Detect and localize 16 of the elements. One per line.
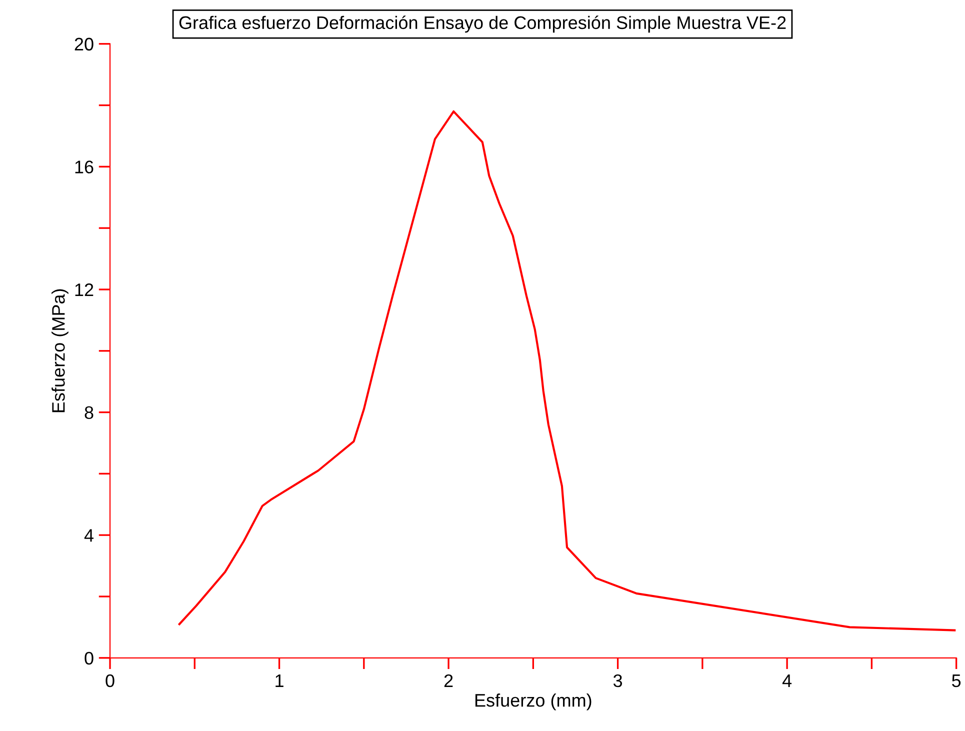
x-axis-title: Esfuerzo (mm) — [475, 693, 592, 710]
y-tick-label: 12 — [75, 283, 94, 296]
x-tick-label: 0 — [106, 674, 114, 688]
y-axis-title: Esfuerzo (MPa) — [52, 289, 68, 412]
x-tick-label: 3 — [613, 674, 622, 688]
x-tick-label: 1 — [276, 674, 284, 687]
x-tick-label: 5 — [952, 674, 961, 688]
line-series — [178, 110, 956, 632]
y-tick-label: 4 — [84, 529, 94, 542]
y-tick-label: 8 — [84, 406, 94, 420]
y-tick-label: 20 — [74, 38, 94, 51]
chart-title: Grafica esfuerzo Deformación Ensayo de Compresión Simple Muestra VE-2 — [179, 16, 786, 33]
y-tick-label: 0 — [84, 652, 94, 665]
x-tick-label: 4 — [782, 674, 792, 687]
y-tick-label: 16 — [75, 160, 94, 174]
x-tick-label: 2 — [444, 674, 453, 687]
